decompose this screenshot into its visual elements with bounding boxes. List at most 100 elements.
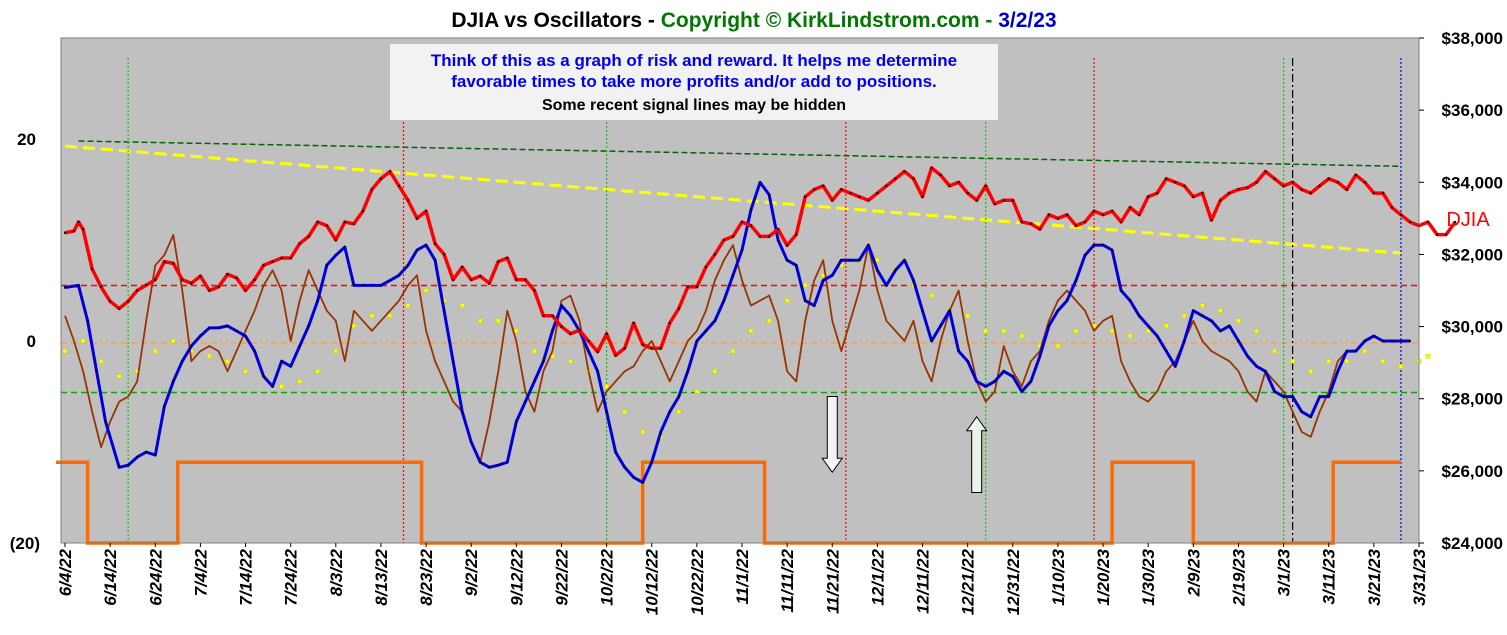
plot-border — [60, 37, 1420, 544]
right-tick-label: $38,000 — [1442, 29, 1503, 48]
yellow-point — [171, 338, 176, 344]
right-tick-label: $24,000 — [1442, 534, 1503, 553]
series-point — [1056, 309, 1059, 312]
series-point — [948, 184, 951, 187]
series-point — [145, 451, 148, 454]
series-point — [966, 360, 969, 363]
series-point — [226, 324, 229, 327]
series-point — [921, 309, 924, 312]
yellow-point — [225, 358, 230, 364]
yellow-point — [279, 384, 284, 389]
series-point — [1427, 220, 1430, 223]
series-point — [262, 375, 265, 378]
series-point — [777, 228, 780, 231]
series-point — [984, 385, 987, 388]
series-point — [930, 340, 933, 342]
series-point — [343, 246, 346, 249]
series-point — [86, 319, 89, 322]
series-point — [145, 284, 148, 287]
series-point — [82, 228, 85, 231]
chart-title: DJIA vs Oscillators - Copyright © KirkLi… — [451, 9, 1056, 32]
series-point — [1201, 192, 1204, 195]
series-point — [190, 282, 193, 285]
series-point — [668, 321, 671, 324]
series-point — [235, 276, 238, 279]
series-point — [939, 174, 942, 177]
title-part-2: Copyright © KirkLindstrom.com - — [661, 9, 999, 32]
series-point — [632, 321, 635, 324]
series-point — [759, 235, 762, 238]
series-point — [1020, 220, 1023, 223]
series-point — [722, 239, 725, 241]
series-point — [1300, 188, 1303, 191]
series-point — [551, 329, 554, 332]
yellow-point — [1164, 323, 1169, 329]
series-point — [407, 199, 410, 202]
series-point — [677, 307, 680, 310]
x-tick-label: 6/14/22 — [101, 548, 120, 605]
right-tick-label: $32,000 — [1442, 245, 1503, 264]
series-point — [443, 309, 446, 312]
series-point — [560, 325, 563, 328]
series-point — [1408, 220, 1411, 223]
series-point — [352, 222, 355, 225]
series-point — [759, 181, 762, 184]
series-point — [750, 224, 753, 227]
yellow-point — [802, 283, 808, 288]
series-point — [831, 199, 834, 202]
series-point — [1327, 395, 1330, 398]
series-point — [1345, 350, 1348, 353]
series-point — [1201, 314, 1204, 317]
series-point — [731, 274, 734, 277]
x-tick-label: 11/1/22 — [733, 548, 752, 604]
series-point — [325, 264, 328, 267]
series-point — [244, 334, 247, 337]
series-point — [650, 461, 653, 464]
series-point — [858, 195, 861, 198]
yellow-point — [1145, 328, 1151, 334]
series-point — [1273, 177, 1276, 180]
x-tick-label: 10/22/22 — [688, 548, 707, 615]
reference-lines — [61, 140, 1419, 394]
series-point — [741, 220, 743, 223]
series-point — [641, 481, 644, 484]
series-point — [524, 278, 527, 281]
series-point — [226, 273, 229, 276]
series-point — [1399, 340, 1402, 342]
series-point — [388, 279, 391, 282]
yellow-point — [712, 369, 718, 374]
series-point — [1011, 375, 1014, 378]
series-point — [768, 235, 771, 238]
series-point — [154, 454, 157, 457]
series-point — [506, 257, 509, 260]
series-point — [262, 264, 265, 267]
series-point — [921, 195, 924, 198]
series-point — [795, 264, 798, 267]
series-point — [64, 286, 66, 289]
series-point — [1408, 340, 1411, 342]
series-point — [104, 420, 107, 423]
series-point — [1038, 355, 1041, 358]
yellow-point — [1272, 348, 1277, 354]
series-point — [416, 249, 419, 252]
series-point — [993, 380, 996, 383]
series-point — [244, 289, 247, 292]
series-point — [1065, 213, 1068, 216]
series-point — [361, 210, 364, 213]
yellow-point — [116, 374, 122, 379]
series-point — [731, 235, 734, 238]
yellow-point — [207, 353, 212, 359]
series-point — [858, 259, 861, 262]
series-point — [1246, 355, 1249, 358]
series-point — [722, 299, 725, 302]
series-point — [1183, 340, 1186, 342]
series-point — [253, 350, 256, 353]
series-point — [334, 254, 337, 257]
series-point — [551, 314, 554, 317]
yellow-point — [640, 429, 645, 435]
series-point — [1192, 309, 1195, 312]
series-point — [1065, 299, 1068, 302]
series-point — [190, 345, 193, 348]
series-point — [1047, 213, 1050, 216]
series-point — [894, 269, 897, 272]
